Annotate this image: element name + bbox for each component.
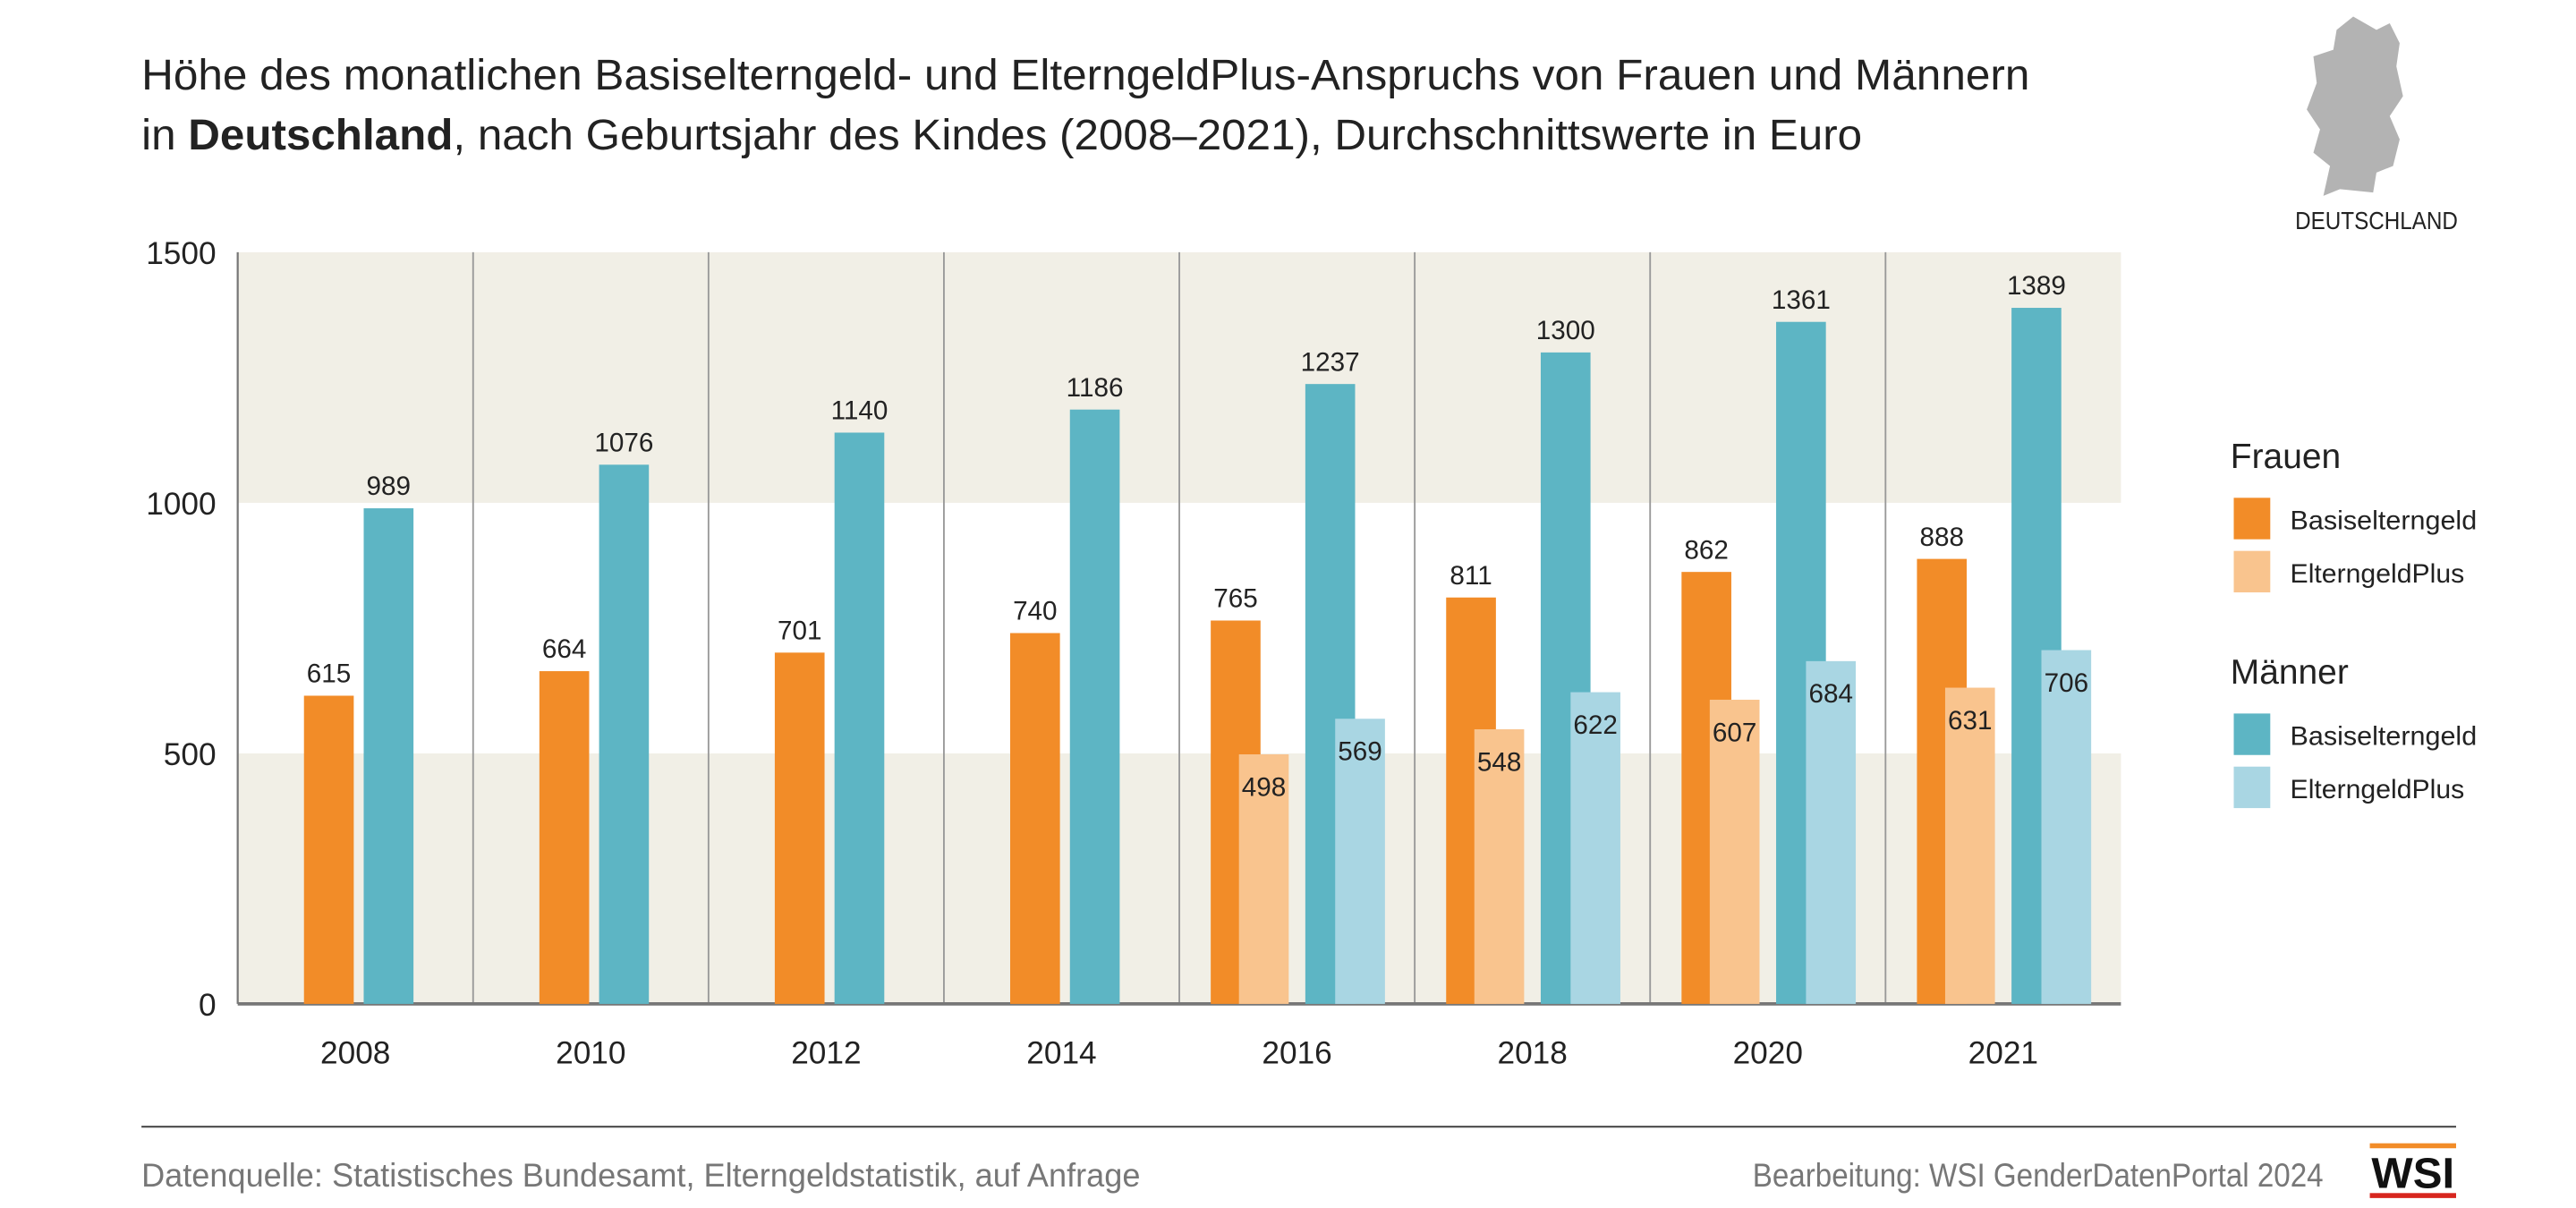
legend-swatch	[2233, 498, 2271, 540]
chart-title: Höhe des monatlichen Basiselterngeld- un…	[141, 51, 2029, 99]
x-tick-label: 2021	[1968, 1036, 2038, 1071]
value-label: 862	[1684, 535, 1728, 565]
x-tick-label: 2014	[1026, 1036, 1096, 1071]
title-part: Deutschland	[188, 111, 453, 159]
bar	[539, 671, 590, 1004]
chart-title: in Deutschland, nach Geburtsjahr des Kin…	[141, 111, 1862, 159]
x-tick-label: 2020	[1733, 1036, 1803, 1071]
value-label: 706	[2045, 668, 2088, 698]
value-label: 615	[307, 659, 351, 689]
value-label: 765	[1213, 584, 1257, 614]
credit: Bearbeitung: WSI GenderDatenPortal 2024	[1753, 1156, 2324, 1194]
x-tick-label: 2008	[320, 1036, 390, 1071]
bar	[1238, 754, 1289, 1004]
x-tick-label: 2010	[556, 1036, 625, 1071]
bar	[2041, 650, 2092, 1004]
value-label: 664	[542, 634, 586, 664]
x-tick-label: 2016	[1262, 1036, 1331, 1071]
bar	[1570, 692, 1620, 1004]
legend-label: Basiselterngeld	[2291, 722, 2478, 752]
bar	[1069, 409, 1120, 1004]
value-label: 701	[778, 616, 821, 645]
map-icon	[2307, 16, 2403, 196]
bar	[834, 432, 885, 1004]
title-part: , nach Geburtsjahr des Kindes (2008–2021…	[453, 111, 1862, 159]
bar	[303, 695, 354, 1004]
value-label: 740	[1013, 597, 1057, 626]
y-tick-label: 1000	[146, 487, 216, 522]
bar	[1709, 699, 1760, 1004]
logo-bar	[2369, 1193, 2456, 1198]
value-label: 1237	[1301, 347, 1360, 377]
value-label: 888	[1920, 523, 1964, 552]
legend-label: ElterngeldPlus	[2291, 559, 2465, 589]
value-label: 684	[1808, 679, 1852, 709]
value-label: 607	[1713, 718, 1756, 747]
x-tick-label: 2012	[791, 1036, 861, 1071]
value-label: 548	[1477, 747, 1521, 777]
legend-swatch	[2233, 550, 2271, 593]
value-label: 1140	[831, 396, 888, 426]
value-label: 1186	[1067, 373, 1124, 403]
map-label: DEUTSCHLAND	[2295, 207, 2458, 234]
value-label: 498	[1242, 772, 1286, 802]
bar	[774, 652, 825, 1004]
value-label: 1076	[594, 428, 653, 457]
plot: 0 500 1000 1500 2008 615 989 2010 664 1076 2012 701…	[146, 236, 2121, 1071]
value-label: 569	[1338, 737, 1382, 767]
legend-label: ElterngeldPlus	[2291, 775, 2465, 804]
value-label: 622	[1573, 710, 1617, 740]
value-label: 631	[1948, 706, 1992, 736]
legend-swatch	[2233, 766, 2271, 809]
bar	[1474, 729, 1525, 1004]
legend-label: Basiselterngeld	[2291, 506, 2478, 536]
bar	[363, 508, 414, 1004]
value-label: 1300	[1536, 316, 1595, 345]
bar	[1335, 719, 1385, 1004]
bar	[599, 464, 650, 1004]
source: Datenquelle: Statistisches Bundesamt, El…	[141, 1156, 1140, 1194]
value-label: 811	[1450, 561, 1492, 591]
bar	[1944, 687, 1995, 1004]
legend-swatch	[2233, 713, 2271, 755]
bar	[1010, 633, 1060, 1004]
logo: WSI	[2371, 1150, 2454, 1198]
bar	[1806, 660, 1857, 1004]
title-part: in	[141, 111, 188, 159]
value-label: 989	[367, 472, 411, 501]
y-tick-label: 500	[164, 737, 217, 772]
y-tick-label: 0	[199, 988, 217, 1023]
value-label: 1361	[1772, 285, 1831, 315]
x-tick-label: 2018	[1497, 1036, 1567, 1071]
value-label: 1389	[2007, 271, 2066, 301]
y-tick-label: 1500	[146, 236, 216, 271]
legend-title: Männer	[2231, 653, 2349, 692]
legend-title: Frauen	[2231, 438, 2341, 476]
logo-bar	[2369, 1143, 2456, 1149]
